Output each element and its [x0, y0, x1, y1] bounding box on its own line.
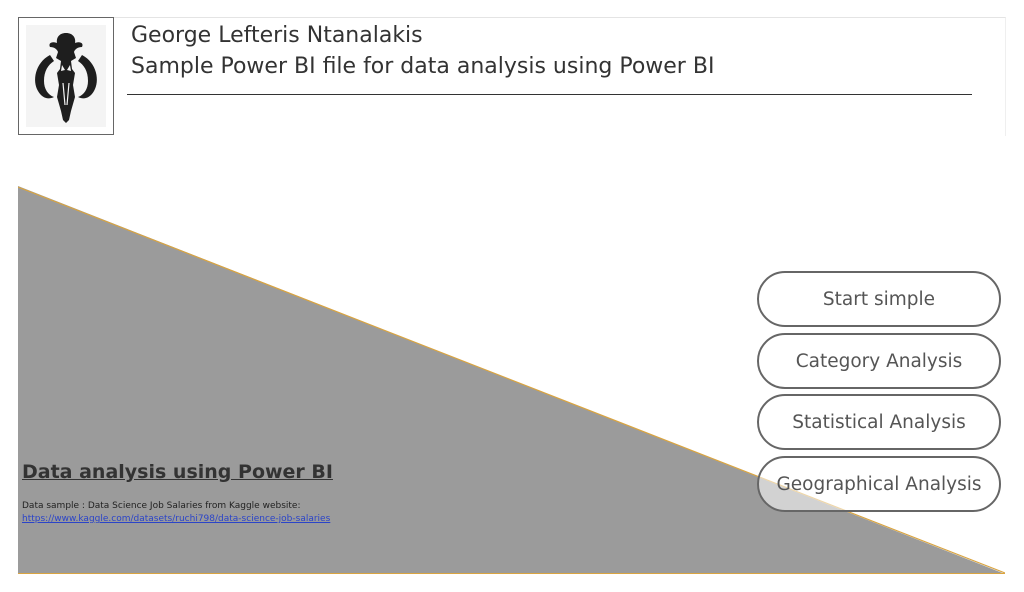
- report-subtitle: Sample Power BI file for data analysis u…: [131, 54, 715, 79]
- kaggle-dataset-link[interactable]: https://www.kaggle.com/datasets/ruchi798…: [22, 514, 331, 524]
- author-name: George Lefteris Ntanalakis: [131, 23, 423, 48]
- geographical-analysis-button[interactable]: Geographical Analysis: [757, 456, 1001, 512]
- header-card: [18, 17, 1006, 136]
- page-heading: Data analysis using Power BI: [22, 461, 333, 483]
- mythosaur-skull-icon: [26, 25, 106, 127]
- statistical-analysis-button[interactable]: Statistical Analysis: [757, 394, 1001, 450]
- category-analysis-button[interactable]: Category Analysis: [757, 333, 1001, 389]
- logo-box: [18, 17, 114, 135]
- data-sample-note: Data sample : Data Science Job Salaries …: [22, 501, 301, 511]
- header-divider: [127, 94, 972, 95]
- start-simple-button[interactable]: Start simple: [757, 271, 1001, 327]
